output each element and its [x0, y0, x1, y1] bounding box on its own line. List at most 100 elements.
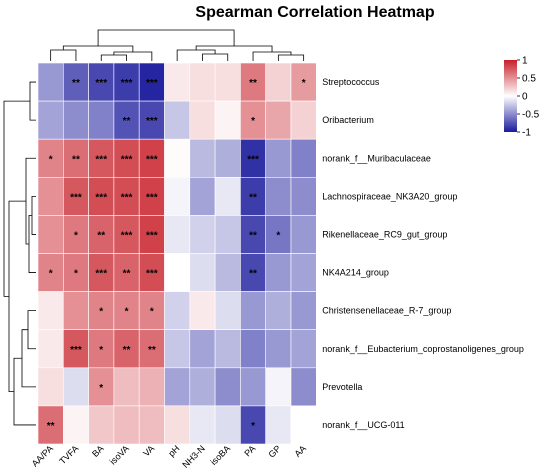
heatmap-cell [189, 405, 216, 445]
significance-mark: ** [249, 192, 257, 203]
dendrogram-branch [195, 45, 273, 52]
column-label: GP [266, 443, 282, 459]
row-label: Prevotella [322, 382, 362, 392]
heatmap-cell [164, 253, 191, 292]
legend-colorbar [504, 60, 517, 132]
significance-mark: ** [148, 345, 156, 356]
heatmap-cell [164, 367, 191, 407]
significance-mark: ** [123, 116, 131, 127]
significance-mark: *** [146, 192, 158, 203]
heatmap-cell [265, 138, 292, 178]
row-label: Rikenellaceae_RC9_gut_group [322, 229, 447, 239]
significance-mark: * [99, 383, 103, 394]
heatmap-cell [240, 367, 266, 407]
legend-tick-label: -1 [522, 128, 531, 139]
significance-mark: * [74, 269, 78, 280]
heatmap-cell [265, 100, 292, 140]
heatmap-cell [164, 215, 191, 254]
heatmap-cell [189, 62, 216, 102]
heatmap-cell [214, 100, 241, 140]
legend-tick-label: -0.5 [522, 110, 540, 121]
heatmap-cell [113, 367, 140, 407]
heatmap-cell [214, 405, 241, 445]
significance-mark: * [251, 421, 255, 432]
heatmap-cell [240, 329, 266, 369]
chart-title: Spearman Correlation Heatmap [195, 4, 434, 21]
heatmap-cell [189, 100, 216, 140]
column-label: isoVA [108, 443, 131, 466]
heatmap-cell [138, 367, 165, 407]
heatmap-cell [62, 100, 89, 140]
heatmap-cell [88, 291, 115, 331]
significance-mark: ** [97, 230, 105, 241]
heatmap-cell [113, 291, 140, 331]
heatmap-cell [214, 329, 241, 369]
heatmap-cell [37, 291, 64, 331]
heatmap-cell [88, 62, 115, 102]
column-label: TVFA [57, 443, 80, 466]
heatmap-cell [37, 138, 64, 178]
heatmap-cell [113, 405, 140, 445]
heatmap-cell [265, 291, 292, 331]
heatmap-cell [88, 253, 115, 292]
column-label: NH3-N [180, 443, 207, 470]
heatmap-cell [138, 405, 165, 445]
row-labels: Streptococcus Oribacterium norank_f__Murib… [322, 77, 524, 430]
row-label: norank_f__Muribaculaceae [322, 153, 431, 163]
dendrogram-branch [8, 200, 26, 393]
column-label: VA [141, 443, 156, 458]
significance-mark: *** [121, 230, 133, 241]
dendrogram-branch [62, 45, 134, 52]
significance-mark: * [99, 345, 103, 356]
column-dendrogram [50, 29, 305, 61]
heatmap-cell [189, 177, 216, 216]
heatmap-cell [37, 329, 64, 369]
heatmap-cell [37, 253, 64, 292]
row-label: Oribacterium [322, 115, 374, 125]
heatmap-cell [62, 405, 89, 445]
heatmap-cell [214, 177, 241, 216]
dendrogram-branch [27, 310, 36, 350]
dendrogram-branch [202, 53, 229, 61]
dendrogram-branch [277, 54, 305, 61]
significance-mark: *** [146, 78, 158, 89]
significance-mark: *** [146, 116, 158, 127]
dendrogram-branch [13, 357, 36, 426]
significance-mark: *** [121, 154, 133, 165]
heatmap-cell [164, 329, 191, 369]
heatmap-cell [290, 329, 317, 369]
heatmap-cell [37, 215, 64, 254]
row-label: norank_f__Eubacterium_coprostanoligenes_… [322, 344, 524, 354]
significance-mark: *** [146, 230, 158, 241]
legend-tick-label: 0 [522, 92, 528, 103]
column-label: AA/PA [30, 443, 55, 468]
heatmap-cell [62, 291, 89, 331]
dendrogram-branch [29, 81, 36, 121]
column-label: pH [166, 443, 181, 458]
heatmap-cell [62, 329, 89, 369]
heatmap-cell [37, 100, 64, 140]
heatmap-cell [164, 291, 191, 331]
significance-mark: ** [123, 345, 131, 356]
significance-mark: *** [95, 269, 107, 280]
heatmap-cell [189, 367, 216, 407]
heatmap-cell [88, 405, 115, 445]
color-legend: 1 0.5 0 -0.5 -1 [504, 56, 540, 139]
heatmap-cell [189, 215, 216, 254]
significance-mark: * [49, 154, 53, 165]
heatmap-cell [290, 291, 317, 331]
heatmap-cell [265, 367, 292, 407]
heatmap-cell [113, 253, 140, 292]
legend-tick-label: 1 [522, 56, 528, 67]
heatmap-cell [62, 253, 89, 292]
heatmap-cell [113, 329, 140, 369]
heatmap-cell [138, 177, 165, 216]
significance-mark: * [49, 269, 53, 280]
heatmap-cell [88, 329, 115, 369]
heatmap-cell [164, 62, 191, 102]
significance-mark: *** [70, 345, 82, 356]
dendrogram-branch [21, 329, 36, 388]
column-label: isoBA [208, 443, 232, 467]
column-label: AA [292, 443, 308, 459]
significance-mark: *** [95, 154, 107, 165]
